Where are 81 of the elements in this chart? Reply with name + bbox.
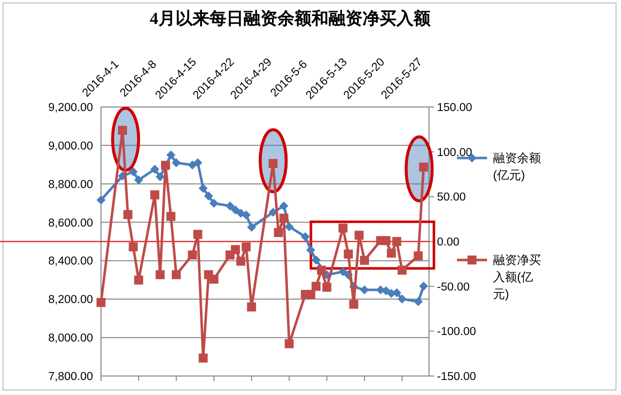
point — [386, 248, 396, 258]
y2-tick-label: 0.00 — [437, 236, 460, 248]
point — [349, 300, 358, 309]
point — [284, 339, 294, 348]
point — [188, 160, 197, 170]
point — [354, 230, 364, 240]
point — [247, 302, 256, 312]
y-tick-label: 8,600.00 — [48, 217, 93, 230]
y-tick-label: 9,000.00 — [48, 140, 93, 152]
point — [398, 266, 407, 275]
point — [268, 158, 278, 168]
point — [279, 201, 288, 210]
point — [419, 282, 428, 291]
point — [392, 237, 402, 246]
chart-title: 4月以来每日融资余额和融资净买入额 — [150, 9, 432, 28]
point — [96, 195, 106, 204]
point — [381, 236, 390, 246]
legend-label: 融资净买入额(亿元) — [493, 252, 542, 303]
point — [247, 222, 256, 232]
point — [128, 242, 138, 252]
point — [198, 184, 208, 193]
point — [274, 228, 283, 238]
point — [172, 158, 181, 168]
point — [166, 150, 176, 160]
point — [198, 354, 208, 363]
point — [398, 294, 407, 304]
point — [360, 285, 369, 294]
point — [306, 245, 316, 254]
point — [172, 270, 181, 280]
point — [156, 172, 165, 182]
point — [419, 162, 428, 172]
point — [230, 245, 240, 254]
point — [156, 270, 165, 280]
point — [414, 297, 423, 306]
point — [312, 282, 321, 291]
point — [166, 212, 176, 221]
point — [360, 256, 369, 265]
point — [209, 274, 218, 284]
point — [188, 250, 197, 260]
y-tick-label: 9,200.00 — [48, 102, 93, 114]
y-tick-label: 8,000.00 — [48, 332, 93, 345]
point — [338, 267, 348, 276]
point — [322, 282, 332, 292]
point — [338, 224, 348, 233]
y2-tick-label: -50.00 — [437, 281, 470, 294]
y2-tick-label: 150.00 — [437, 102, 472, 114]
point — [123, 210, 132, 220]
point — [96, 298, 106, 307]
point — [134, 176, 144, 185]
point — [134, 276, 144, 285]
point — [279, 214, 288, 223]
y-tick-label: 8,200.00 — [48, 294, 93, 306]
point — [284, 222, 294, 232]
y2-tick-label: -100.00 — [437, 326, 476, 338]
point — [242, 210, 251, 220]
point — [300, 232, 310, 242]
point — [209, 198, 218, 208]
point — [150, 190, 160, 200]
y-tick-label: 7,800.00 — [48, 371, 93, 383]
point — [316, 266, 326, 275]
point — [414, 251, 423, 260]
point — [242, 242, 251, 252]
point — [230, 205, 240, 214]
point — [161, 160, 170, 170]
y-tick-label: 8,800.00 — [48, 178, 93, 191]
point — [150, 164, 160, 174]
legend-label: 融资余额(亿元) — [493, 150, 542, 184]
point — [236, 256, 246, 266]
point — [193, 230, 202, 239]
point — [226, 201, 235, 210]
y2-tick-label: -150.00 — [437, 371, 476, 383]
y2-tick-label: 100.00 — [437, 146, 472, 159]
point — [306, 290, 316, 299]
point — [193, 158, 202, 168]
point — [118, 126, 128, 135]
point — [344, 250, 353, 259]
point — [204, 191, 214, 200]
y-tick-label: 8,400.00 — [48, 256, 93, 268]
y2-tick-label: 50.00 — [437, 192, 466, 204]
point — [312, 255, 321, 264]
point — [128, 167, 138, 176]
